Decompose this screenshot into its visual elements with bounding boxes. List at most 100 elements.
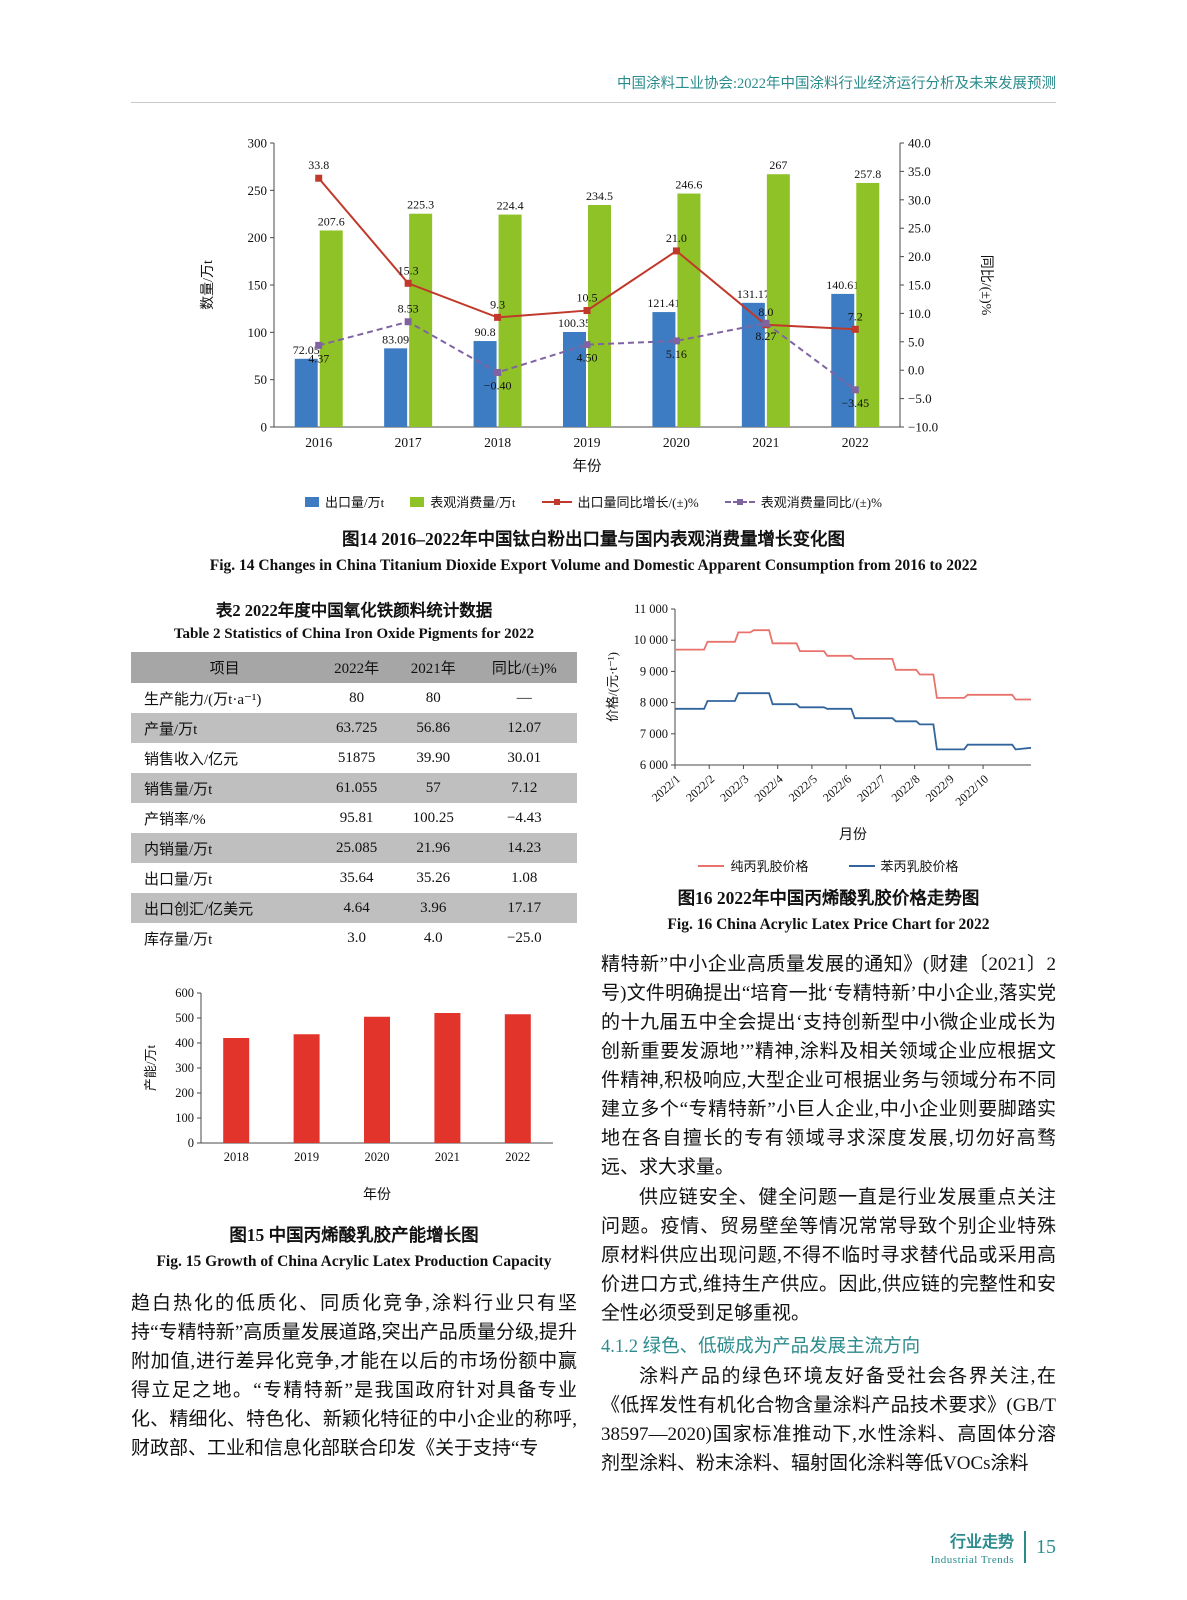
legend-label: 出口量同比增长/(±)% [577,495,699,510]
svg-text:2022/2: 2022/2 [683,772,717,805]
table-cell: 63.725 [336,719,378,736]
svg-text:50: 50 [254,372,267,387]
two-column-body: 表2 2022年度中国氧化铁颜料统计数据 Table 2 Statistics … [131,597,1056,1478]
svg-text:7 000: 7 000 [640,727,668,741]
table-cell: 95.81 [339,809,374,826]
svg-text:−10.0: −10.0 [908,420,938,435]
table-header-cell: 2021年 [394,652,472,683]
svg-text:8 000: 8 000 [640,696,668,710]
svg-text:2020: 2020 [365,1150,390,1164]
svg-text:2022/7: 2022/7 [854,772,888,805]
legend-label: 苯丙乳胶价格 [880,859,959,874]
svg-text:产能/万t: 产能/万t [143,1045,158,1092]
svg-text:9 000: 9 000 [640,664,668,678]
svg-text:2016: 2016 [305,435,332,450]
table-header-cell: 2022年 [318,652,395,683]
fig15-caption-cn: 图15 中国丙烯酸乳胶产能增长图 [229,1225,479,1245]
table-cell: 57 [425,779,441,796]
legend-apparent-consumption: 表观消费量/万t [410,492,516,511]
table-cell: 17.17 [507,899,542,916]
svg-text:2022: 2022 [841,435,868,450]
svg-text:年份: 年份 [572,458,601,475]
svg-text:2022/5: 2022/5 [786,772,820,805]
svg-text:2017: 2017 [394,435,421,450]
svg-text:200: 200 [175,1086,194,1100]
svg-text:10.5: 10.5 [576,291,597,305]
svg-text:72.05: 72.05 [292,343,319,357]
svg-text:2022/4: 2022/4 [752,772,786,805]
footer-section-cn: 行业走势 [949,1534,1014,1551]
page-number: 15 [1036,1535,1056,1558]
footer-divider [1024,1531,1026,1563]
red-line-icon [698,864,725,867]
svg-text:267: 267 [769,158,787,172]
table-row: 库存量/万t 3.0 4.0 −25.0 [131,923,577,953]
fig16-legend: 纯丙乳胶价格 苯丙乳胶价格 [601,856,1056,875]
green-square-icon [410,496,425,507]
table-cell: 3.0 [347,929,366,946]
table-cell: 出口量/万t [144,871,213,888]
figure-16-block: 6 000 7 000 8 000 9 000 10 000 11 000 2022/1 20… [601,597,1056,934]
svg-text:400: 400 [175,1036,194,1050]
fig15-caption-en: Fig. 15 Growth of China Acrylic Latex Pr… [156,1253,552,1270]
svg-text:40.0: 40.0 [908,136,931,151]
svg-text:0: 0 [188,1136,194,1150]
svg-text:2022/3: 2022/3 [717,772,751,805]
table-cell: 3.96 [420,899,447,916]
svg-text:140.61: 140.61 [826,278,859,292]
svg-text:8.53: 8.53 [397,302,418,316]
svg-text:600: 600 [175,986,194,1000]
table-cell: 21.96 [416,839,451,856]
body-paragraph: 精特新”中小企业高质量发展的通知》(财建〔2021〕2号)文件明确提出“培育一批… [601,954,1056,1179]
legend-label: 表观消费量/万t [430,495,516,510]
svg-text:246.6: 246.6 [675,178,702,192]
svg-text:8.27: 8.27 [755,329,776,343]
running-title: 中国涂料工业协会:2022年中国涂料行业经济运行分析及未来发展预测 [616,76,1056,92]
svg-text:4.37: 4.37 [308,351,329,365]
figure-14-block: 0 50 100 150 200 250 300 −10.0 −5.0 0.0 5.0 10.0 15.… [131,127,1056,575]
table2-title-cn: 表2 2022年度中国氧化铁颜料统计数据 [215,601,493,620]
svg-text:6 000: 6 000 [640,758,668,772]
table-cell: 35.26 [416,869,451,886]
table-cell: 销售收入/亿元 [144,751,239,768]
table-cell: — [516,689,532,706]
svg-text:224.4: 224.4 [496,199,523,213]
legend-export-volume: 出口量/万t [305,492,384,511]
svg-text:月份: 月份 [839,827,867,843]
table-cell: 12.07 [507,719,542,736]
svg-text:234.5: 234.5 [586,189,613,203]
svg-text:5.0: 5.0 [908,334,924,349]
svg-text:15.3: 15.3 [397,263,418,277]
legend-styrene-acrylic: 苯丙乳胶价格 [848,856,959,875]
svg-text:2022/8: 2022/8 [888,772,922,805]
svg-text:0: 0 [260,420,267,435]
svg-text:33.8: 33.8 [308,158,329,172]
body-paragraph: 趋白热化的低质化、同质化竞争,涂料行业只有坚持“专精特新”高质量发展道路,突出产… [131,1293,577,1460]
table-cell: 80 [425,689,441,706]
svg-text:年份: 年份 [363,1187,391,1203]
table-cell: 35.64 [339,869,374,886]
right-column: 6 000 7 000 8 000 9 000 10 000 11 000 2022/1 20… [601,597,1056,1478]
table-cell: 14.23 [507,839,542,856]
svg-text:90.8: 90.8 [474,325,495,339]
section-heading-412: 4.1.2 绿色、低碳成为产品发展主流方向 [601,1336,921,1357]
table-cell: 库存量/万t [144,931,213,948]
table-cell: 25.085 [336,839,378,856]
svg-text:2018: 2018 [224,1150,249,1164]
svg-text:11 000: 11 000 [634,602,668,616]
blue-line-icon [848,864,875,867]
red-line-marker-icon [541,498,572,506]
table-cell: 产量/万t [144,721,198,738]
table-cell: 56.86 [416,719,451,736]
table-header-cell: 同比/(±)% [471,652,577,683]
table-row: 产销率/% 95.81 100.25 −4.43 [131,803,577,833]
left-body-text: 趋白热化的低质化、同质化竞争,涂料行业只有坚持“专精特新”高质量发展道路,突出产… [131,1289,577,1463]
svg-text:100: 100 [247,325,267,340]
table-cell: 1.08 [511,869,538,886]
svg-text:8.0: 8.0 [758,305,773,319]
footer-section-en: Industrial Trends [930,1554,1014,1566]
fig14-legend: 出口量/万t 表观消费量/万t 出口量同比增长/(±)% [131,492,1056,511]
table-cell: −4.43 [506,809,542,826]
fig14-combo-chart: 0 50 100 150 200 250 300 −10.0 −5.0 0.0 5.0 10.0 15.… [200,136,994,476]
